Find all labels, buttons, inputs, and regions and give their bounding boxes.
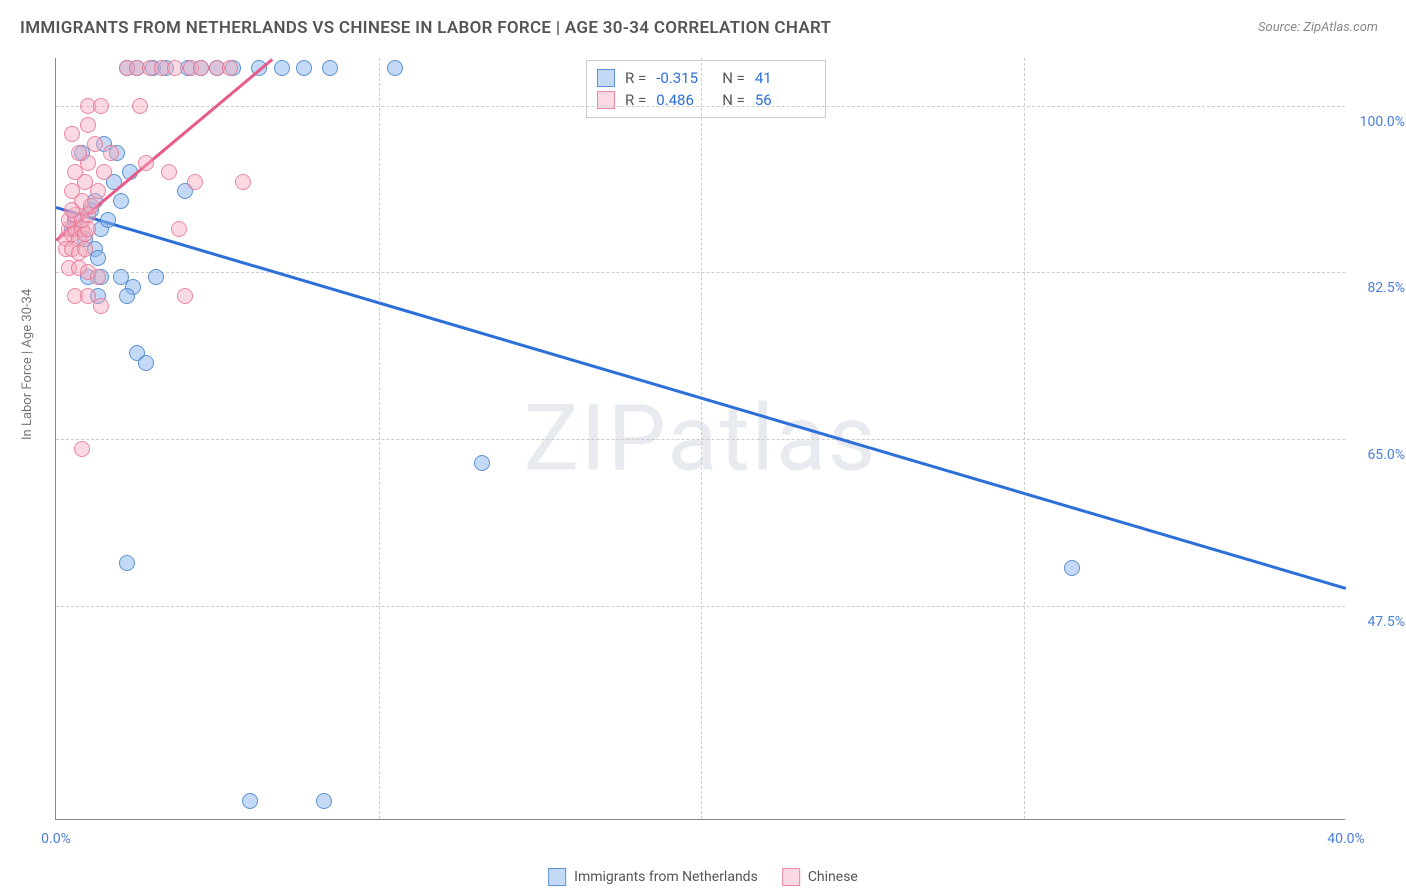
scatter-point-blue: [148, 269, 164, 285]
source-label: Source: ZipAtlas.com: [1258, 20, 1378, 35]
scatter-point-pink: [90, 269, 106, 285]
stat-legend-row-pink: R = 0.486 N = 56: [597, 89, 811, 111]
scatter-point-blue: [1064, 560, 1080, 576]
legend-swatch-pink-icon: [782, 868, 800, 886]
stat-r-blue: -0.315: [656, 67, 712, 89]
scatter-point-pink: [83, 198, 99, 214]
scatter-point-pink: [132, 98, 148, 114]
scatter-point-blue: [274, 60, 290, 76]
scatter-point-pink: [64, 126, 80, 142]
gridline-v: [379, 58, 380, 819]
scatter-point-blue: [474, 455, 490, 471]
scatter-point-pink: [138, 155, 154, 171]
scatter-point-blue: [90, 250, 106, 266]
chart-title: IMMIGRANTS FROM NETHERLANDS VS CHINESE I…: [20, 18, 831, 38]
legend-item-blue: Immigrants from Netherlands: [548, 868, 758, 886]
scatter-point-pink: [93, 98, 109, 114]
gridline-v: [701, 58, 702, 819]
scatter-point-blue: [100, 212, 116, 228]
stat-n-label: N =: [722, 67, 745, 89]
legend-label-pink: Chinese: [808, 869, 858, 885]
y-tick-label: 82.5%: [1350, 280, 1405, 296]
stat-r-label: R =: [625, 67, 646, 89]
scatter-point-pink: [96, 164, 112, 180]
scatter-point-pink: [193, 60, 209, 76]
scatter-point-pink: [80, 117, 96, 133]
scatter-point-pink: [222, 60, 238, 76]
stat-legend: R = -0.315 N = 41 R = 0.486 N = 56: [586, 60, 826, 118]
x-tick-label: 40.0%: [1327, 831, 1365, 847]
scatter-point-pink: [167, 60, 183, 76]
swatch-blue-icon: [597, 69, 615, 87]
scatter-point-blue: [119, 555, 135, 571]
legend-label-blue: Immigrants from Netherlands: [574, 869, 758, 885]
scatter-point-pink: [77, 241, 93, 257]
scatter-point-blue: [242, 793, 258, 809]
x-tick-label: 0.0%: [41, 831, 71, 847]
y-tick-label: 100.0%: [1350, 114, 1405, 130]
stat-r-pink: 0.486: [656, 89, 712, 111]
scatter-point-pink: [161, 164, 177, 180]
gridline-v: [1024, 58, 1025, 819]
scatter-point-pink: [235, 174, 251, 190]
scatter-point-blue: [119, 288, 135, 304]
scatter-point-blue: [316, 793, 332, 809]
y-axis-title: In Labor Force | Age 30-34: [20, 289, 35, 440]
scatter-point-pink: [103, 145, 119, 161]
scatter-point-pink: [93, 298, 109, 314]
stat-n-pink: 56: [755, 89, 811, 111]
stat-r-label: R =: [625, 89, 646, 111]
scatter-point-blue: [113, 193, 129, 209]
scatter-point-pink: [171, 221, 187, 237]
scatter-point-blue: [387, 60, 403, 76]
scatter-point-pink: [87, 136, 103, 152]
scatter-point-blue: [322, 60, 338, 76]
bottom-legend: Immigrants from Netherlands Chinese: [548, 868, 858, 886]
scatter-point-pink: [71, 145, 87, 161]
scatter-point-blue: [138, 355, 154, 371]
plot-area: ZIPatlas R = -0.315 N = 41 R = 0.486 N =…: [55, 58, 1345, 820]
y-tick-label: 47.5%: [1350, 614, 1405, 630]
scatter-point-pink: [187, 174, 203, 190]
scatter-point-pink: [90, 183, 106, 199]
stat-legend-row-blue: R = -0.315 N = 41: [597, 67, 811, 89]
legend-item-pink: Chinese: [782, 868, 858, 886]
stat-n-blue: 41: [755, 67, 811, 89]
scatter-point-pink: [177, 288, 193, 304]
scatter-point-blue: [296, 60, 312, 76]
chart-container: IMMIGRANTS FROM NETHERLANDS VS CHINESE I…: [0, 0, 1406, 892]
y-tick-label: 65.0%: [1350, 447, 1405, 463]
stat-n-label: N =: [722, 89, 745, 111]
scatter-point-pink: [74, 441, 90, 457]
legend-swatch-blue-icon: [548, 868, 566, 886]
